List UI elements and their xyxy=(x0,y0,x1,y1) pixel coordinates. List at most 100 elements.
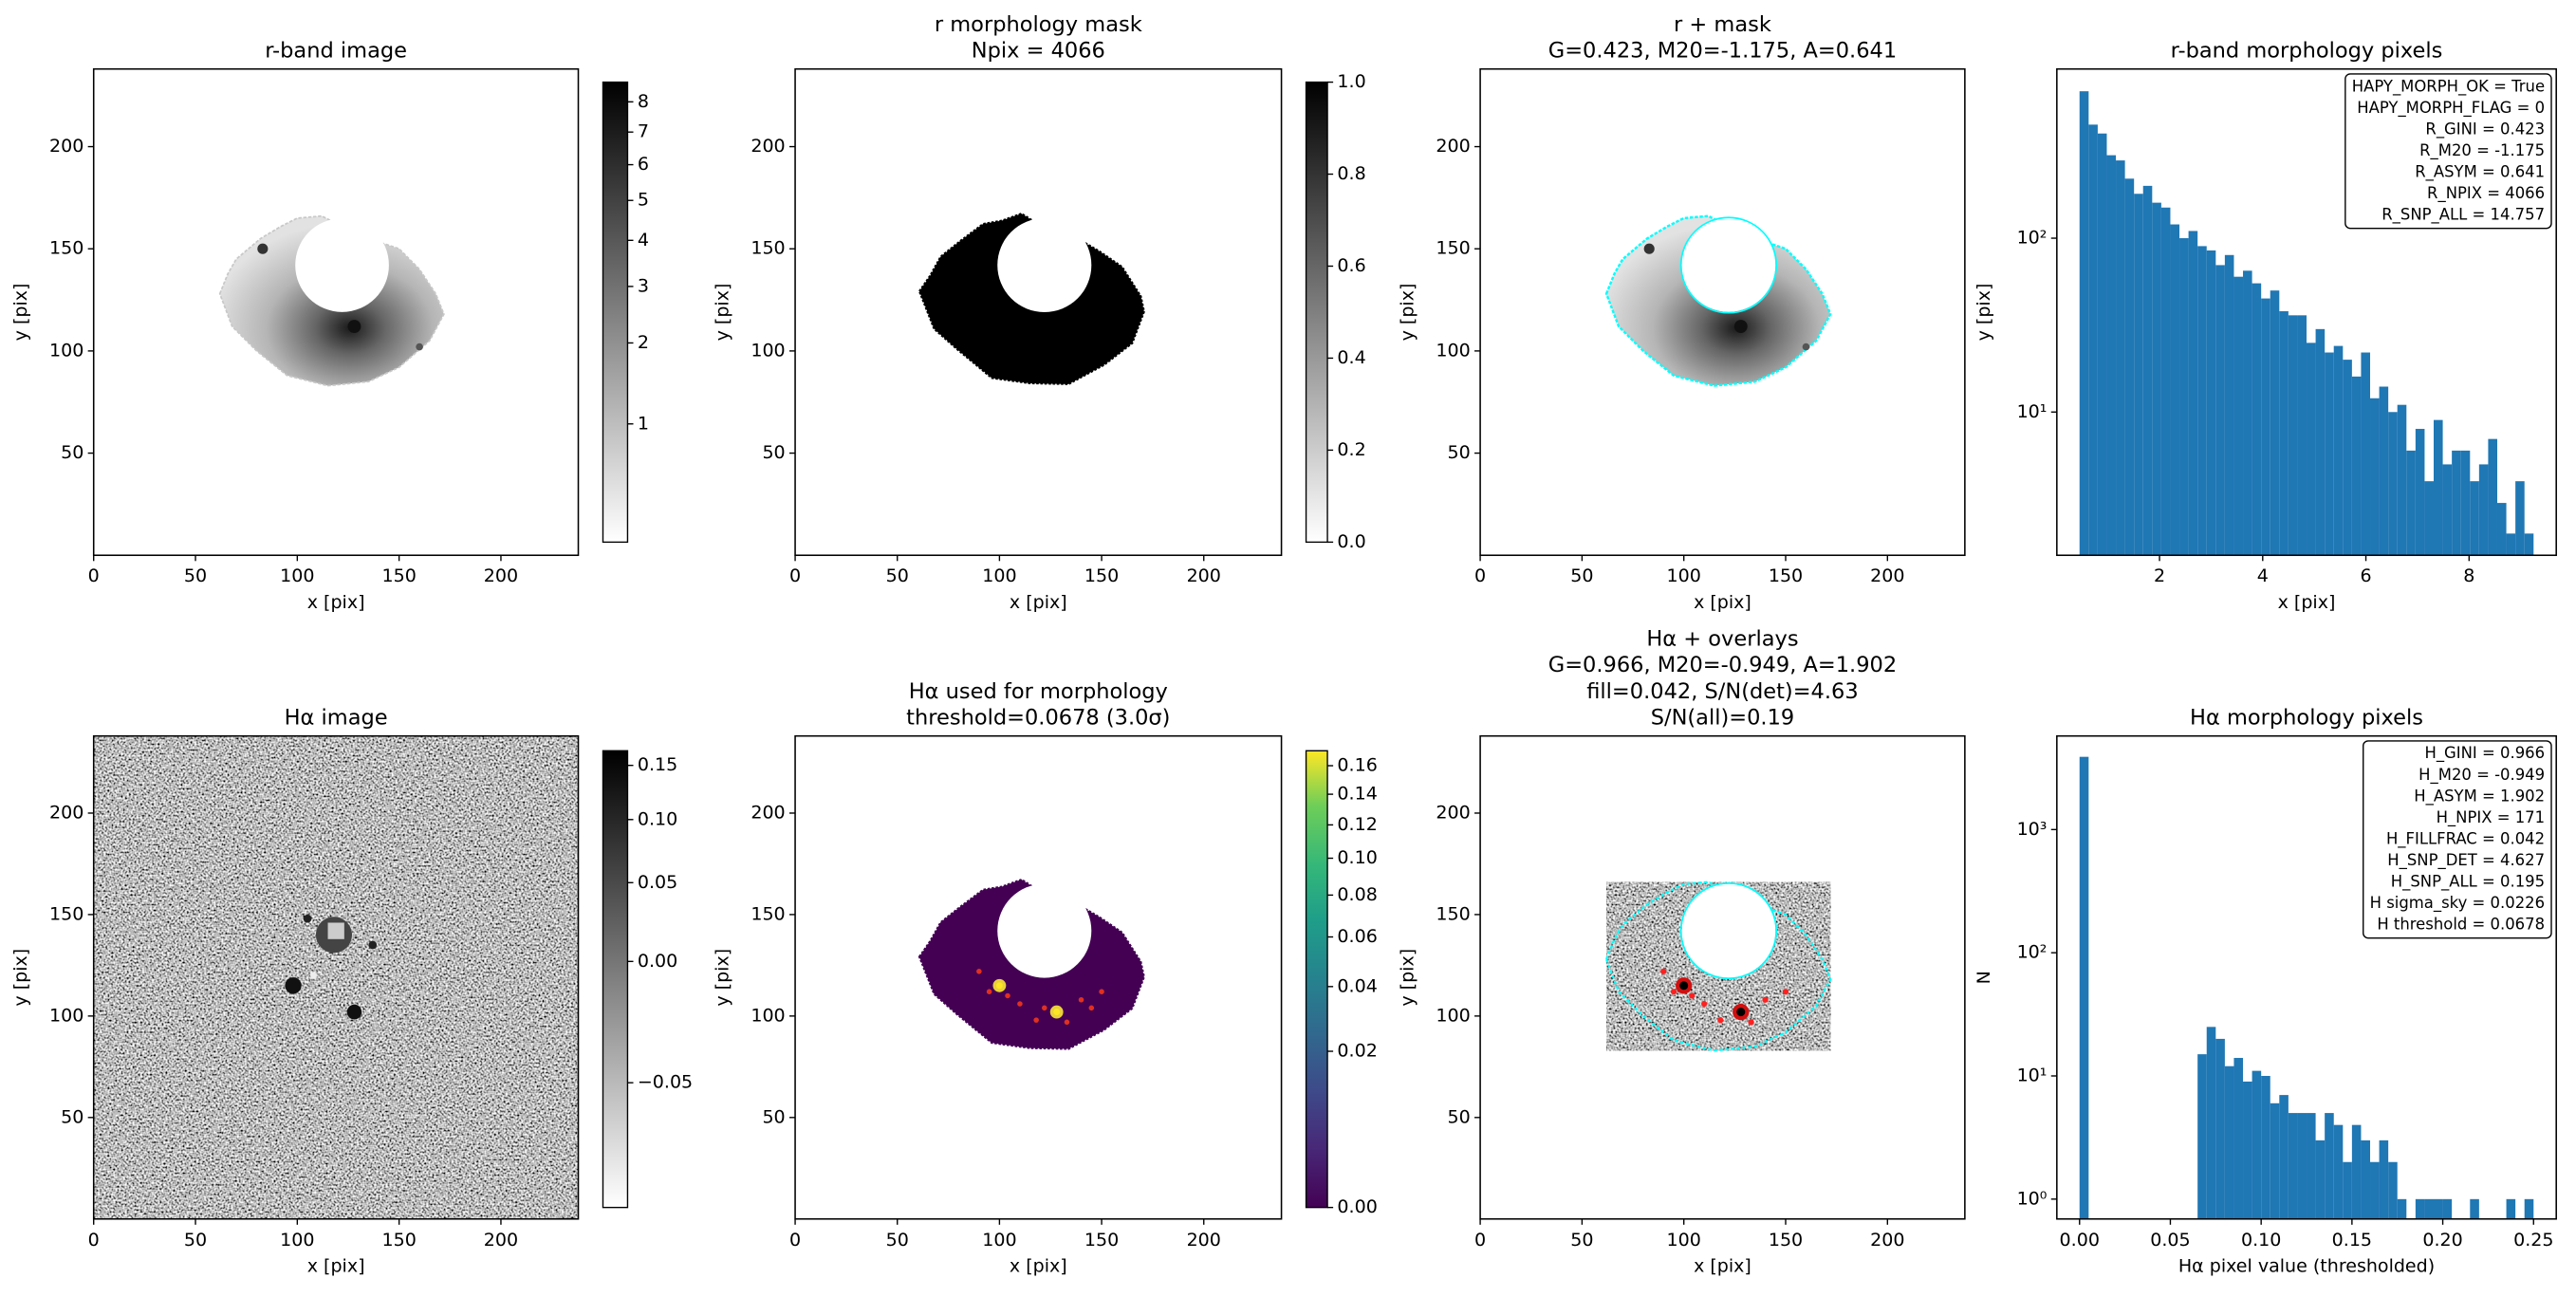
bar xyxy=(2452,450,2461,556)
colorbar-tick-label: 0.6 xyxy=(1337,255,1365,276)
colorbar xyxy=(602,81,629,544)
y-tick-label: 150 xyxy=(1436,903,1470,924)
annotation: HAPY_MORPH_OK = True HAPY_MORPH_FLAG = 0 R… xyxy=(2344,73,2552,230)
colorbar-tick-label: 0.00 xyxy=(638,951,677,972)
x-axis-label: x [pix] xyxy=(307,1255,365,1276)
bar xyxy=(2442,464,2453,556)
y-tick-label: 200 xyxy=(751,802,785,823)
colorbar-tick-label: 0.00 xyxy=(1337,1196,1377,1217)
noise-image xyxy=(93,735,579,1219)
image-feature xyxy=(1005,992,1010,999)
image-feature xyxy=(1099,989,1104,994)
plot-area xyxy=(1604,214,1832,387)
plot-area xyxy=(917,878,1145,1050)
galaxy xyxy=(917,878,1145,1050)
chart-title: r + mask xyxy=(1674,12,1771,37)
bar xyxy=(2279,1095,2289,1219)
bar xyxy=(2506,533,2516,556)
x-tick-label: 150 xyxy=(1769,565,1803,586)
image-feature xyxy=(285,977,302,994)
image-feature xyxy=(1701,1000,1708,1008)
colorbar-tick-label: 8 xyxy=(638,91,649,112)
x-axis-label: x [pix] xyxy=(1694,1255,1751,1276)
y-axis-label: y [pix] xyxy=(1974,284,1994,342)
y-axis-label: y [pix] xyxy=(712,949,732,1007)
axes-frame xyxy=(92,734,580,1220)
bar xyxy=(2116,160,2125,556)
galaxy-body xyxy=(1604,214,1832,387)
axes-frame xyxy=(1479,67,1966,557)
colorbar-tick-label: 0.04 xyxy=(1337,975,1377,996)
image-feature xyxy=(346,1004,362,1020)
y-tick-label: 50 xyxy=(762,1106,785,1127)
x-tick-label: 50 xyxy=(1570,1230,1593,1251)
plot-area xyxy=(1604,880,1832,1052)
annotation-line: H_SNP_ALL = 0.195 xyxy=(2391,872,2545,891)
y-tick-label: 10² xyxy=(2017,228,2048,249)
bar xyxy=(2088,124,2098,556)
colorbar-tick-label: 0.10 xyxy=(638,808,677,829)
colorbar-tick-label: 0.0 xyxy=(1337,531,1365,552)
colorbar-tick-label: 0.16 xyxy=(1337,755,1377,776)
bar xyxy=(2224,1065,2234,1219)
galaxy xyxy=(1604,214,1832,387)
colorbar-tick-label: 5 xyxy=(638,190,649,211)
y-axis-label: y [pix] xyxy=(10,949,31,1007)
bar xyxy=(2361,1140,2371,1219)
x-tick-label: 0.25 xyxy=(2513,1230,2553,1251)
colorbar-tick-label: 0.15 xyxy=(638,754,677,775)
bar xyxy=(2333,1124,2344,1219)
bar xyxy=(2270,1102,2280,1219)
panel: 0 50 100 150 200 50 100 150 200 x [pix] y [pix] Hα … xyxy=(10,706,693,1277)
bar xyxy=(2478,464,2489,556)
bar xyxy=(2351,376,2362,556)
image-feature xyxy=(1679,981,1689,991)
plot-area xyxy=(2079,756,2534,1219)
x-tick-label: 50 xyxy=(1570,565,1593,586)
bar xyxy=(2252,1070,2262,1219)
axes-frame xyxy=(1479,734,1966,1220)
annotation-box xyxy=(2363,740,2552,939)
colorbar-tick-label: 4 xyxy=(638,230,649,250)
y-axis-label: y [pix] xyxy=(1397,284,1418,342)
bar xyxy=(2496,503,2507,556)
axes-frame xyxy=(92,67,580,557)
bar xyxy=(2224,254,2234,556)
axes-frame xyxy=(2056,67,2557,557)
galaxy-noise xyxy=(1604,880,1832,1052)
y-tick-label: 100 xyxy=(49,340,83,361)
panel: 0 50 100 150 200 50 100 150 200 x [pix] y [pix] Hα … xyxy=(712,679,1377,1277)
x-tick-label: 100 xyxy=(280,565,314,586)
y-tick-label: 150 xyxy=(751,903,785,924)
bar xyxy=(2406,450,2416,556)
x-tick-label: 50 xyxy=(886,565,909,586)
x-axis-label: x [pix] xyxy=(2278,592,2336,613)
axes-frame xyxy=(794,67,1283,557)
x-axis-label: x [pix] xyxy=(307,592,365,613)
y-tick-label: 10¹ xyxy=(2017,1065,2048,1085)
x-tick-label: 200 xyxy=(1187,1230,1221,1251)
y-tick-label: 100 xyxy=(1436,340,1470,361)
bar xyxy=(2415,1198,2425,1219)
bar xyxy=(2297,315,2307,556)
image-feature xyxy=(1670,989,1677,995)
x-tick-label: 200 xyxy=(484,565,518,586)
galaxy-mask xyxy=(917,212,1145,385)
bar xyxy=(2215,265,2225,556)
colorbar-tick-label: 0.8 xyxy=(1337,163,1365,184)
image-feature xyxy=(416,343,423,351)
annotation-line: H_M20 = -0.949 xyxy=(2418,766,2545,785)
image-feature xyxy=(995,982,1003,990)
y-tick-label: 50 xyxy=(61,442,83,463)
panel: 0 50 100 150 200 50 100 150 200 x [pix] y [pix] Hα … xyxy=(1397,626,1966,1276)
bar xyxy=(2424,1198,2434,1219)
image-feature xyxy=(1782,989,1789,995)
bar xyxy=(2270,290,2280,556)
image-feature xyxy=(1064,1019,1070,1026)
y-axis-label: y [pix] xyxy=(10,284,31,342)
bar xyxy=(2397,404,2407,556)
panel: 0.00 0.05 0.10 0.15 0.20 0.25 10⁰ 10¹ 10² 10³ Hα p… xyxy=(1974,706,2557,1276)
chart-title: r-band image xyxy=(265,39,407,64)
colorbar-tick-label: 0.14 xyxy=(1337,784,1377,805)
